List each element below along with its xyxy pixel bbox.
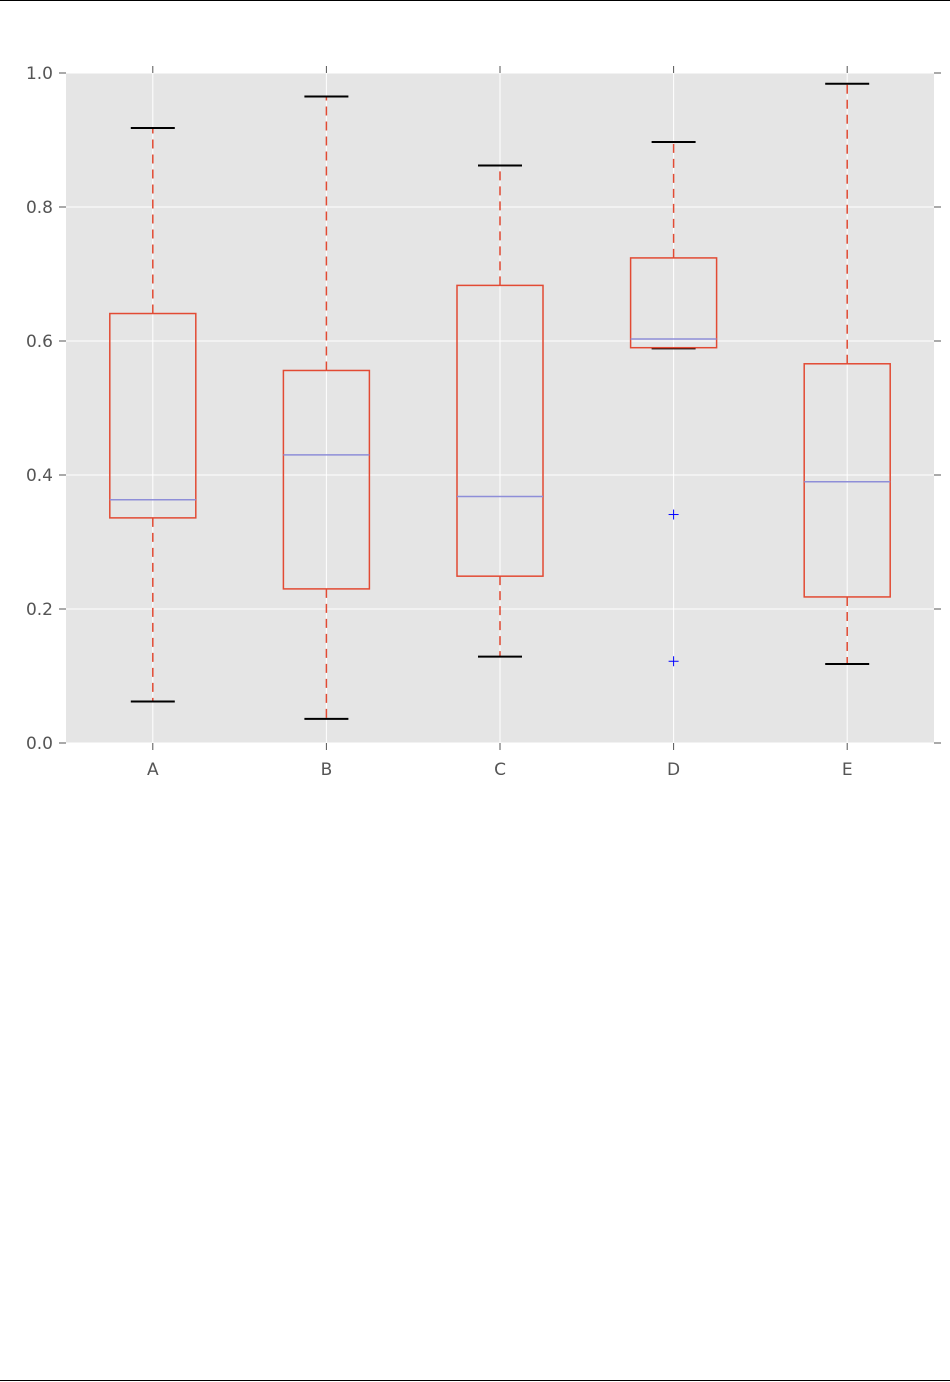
box-c	[456, 164, 544, 658]
flier-marker	[668, 509, 679, 520]
y-tick-label: 0.6	[26, 332, 53, 352]
y-tick-label: 0.4	[26, 466, 53, 486]
box-iqr	[282, 369, 371, 590]
box-iqr	[456, 284, 544, 577]
boxes-layer	[109, 82, 891, 720]
box-iqr	[109, 312, 197, 519]
box-plot-chart: 0.0 0.2 0.4 0.6 0.8 1.0 A B C D E	[26, 64, 941, 780]
x-tick-label: A	[147, 760, 159, 780]
y-tick-label: 0.8	[26, 198, 53, 218]
flier-marker	[668, 656, 679, 667]
page-bottom-rule	[0, 1380, 950, 1381]
box-iqr	[803, 363, 891, 598]
y-tick-label: 1.0	[26, 64, 53, 84]
x-tick-label: B	[321, 760, 333, 780]
axis-ticks	[59, 66, 941, 750]
box-b	[282, 95, 371, 720]
y-tick-label: 0.2	[26, 600, 53, 620]
tick-labels: 0.0 0.2 0.4 0.6 0.8 1.0 A B C D E	[26, 64, 853, 780]
x-tick-label: C	[494, 760, 506, 780]
box-d	[629, 141, 718, 667]
box-e	[803, 82, 891, 665]
y-tick-label: 0.0	[26, 734, 53, 754]
x-tick-label: E	[842, 760, 853, 780]
x-tick-label: D	[667, 760, 680, 780]
box-iqr	[629, 257, 718, 349]
page-top-rule	[0, 0, 950, 1]
box-a	[109, 126, 197, 703]
